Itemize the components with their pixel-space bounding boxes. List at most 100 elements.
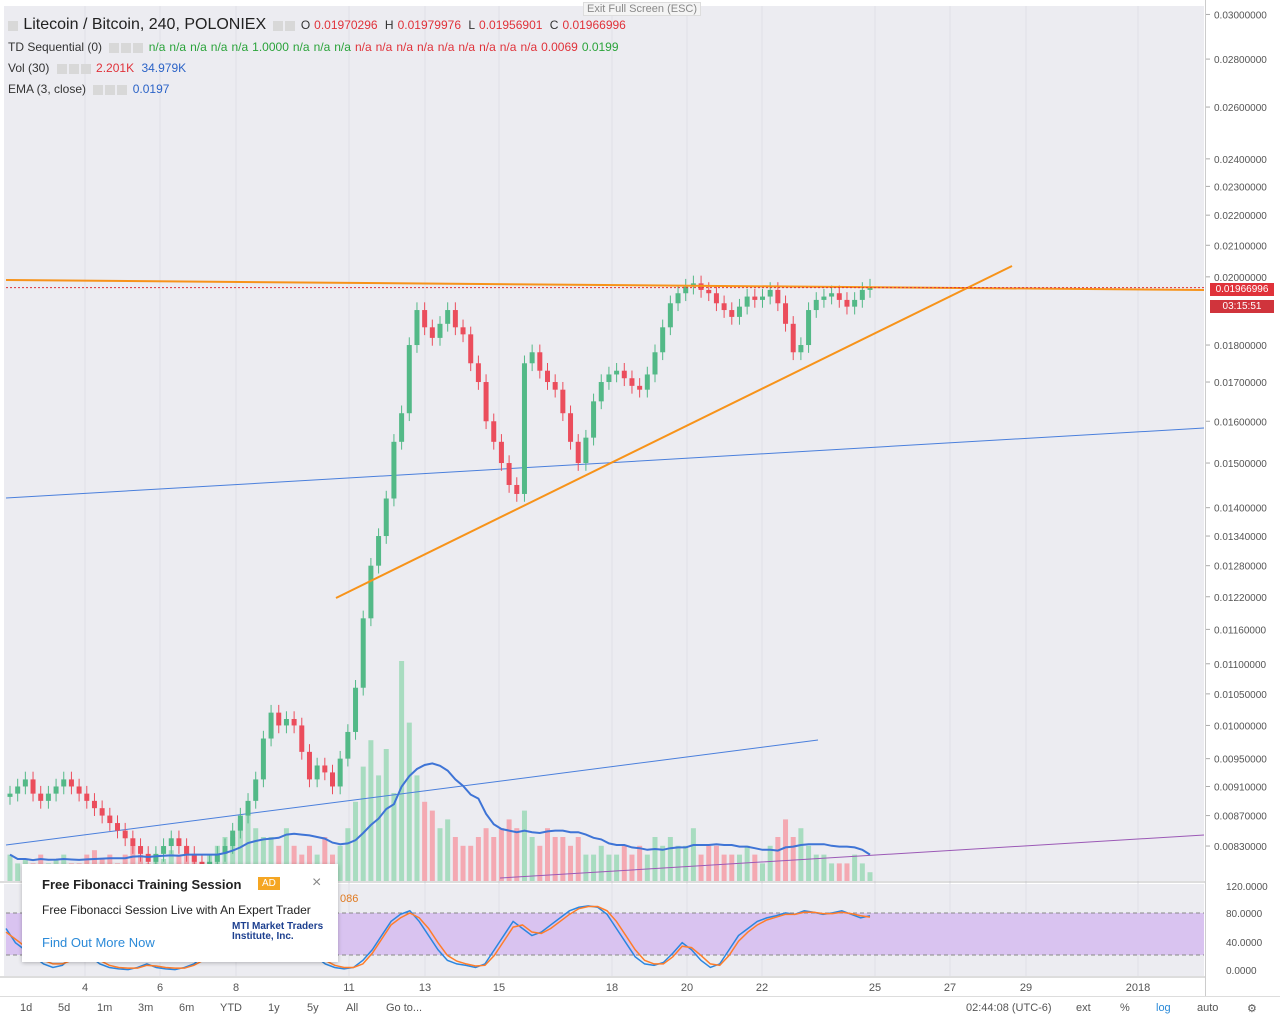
volume-bar xyxy=(568,845,574,881)
candle-body xyxy=(545,370,550,383)
candle-body xyxy=(713,293,719,304)
volume-bar xyxy=(721,854,727,881)
range-6m[interactable]: 6m xyxy=(179,1002,195,1014)
auto-toggle[interactable]: auto xyxy=(1197,1002,1219,1014)
vol-ma-value: 34.979K xyxy=(141,61,187,75)
exit-fullscreen-button[interactable]: Exit Full Screen (ESC) xyxy=(583,2,702,16)
volume-bar xyxy=(621,845,627,881)
volume-bar xyxy=(422,801,428,881)
candle-body xyxy=(299,725,305,752)
stoch-value: 086 xyxy=(340,893,359,905)
volume-bar xyxy=(629,854,635,881)
td-value: 0.0199 xyxy=(581,40,619,54)
price-axis-label: 0.01160000 xyxy=(1214,625,1267,636)
range-5d[interactable]: 5d xyxy=(58,1002,71,1014)
time-axis-label: 2018 xyxy=(1126,982,1150,994)
candle-body xyxy=(68,779,74,787)
volume-bar xyxy=(598,845,604,881)
close-icon[interactable] xyxy=(80,63,91,74)
td-value: n/a xyxy=(499,40,517,54)
candle-body xyxy=(306,751,312,780)
candle-body xyxy=(406,345,412,414)
price-chart[interactable]: 4 6 8 11 13 15 18 20 22 25 27 29 2018 xyxy=(0,0,1205,996)
gear-icon[interactable]: ⚙ xyxy=(1247,1003,1257,1015)
candle-body xyxy=(614,370,620,375)
candle-body xyxy=(836,293,842,300)
range-1d[interactable]: 1d xyxy=(20,1002,33,1014)
price-axis[interactable]: 0.03000000 0.02800000 0.02600000 0.02400000… xyxy=(1205,0,1280,996)
volume-bar xyxy=(521,810,527,881)
settings-icon[interactable] xyxy=(273,20,284,31)
goto-button[interactable]: Go to... xyxy=(386,1002,423,1014)
close-icon[interactable] xyxy=(117,84,128,95)
volume-legend: Vol (30) 2.201K 34.979K xyxy=(8,61,190,75)
volume-bar xyxy=(460,845,466,881)
candle-body xyxy=(506,463,512,485)
volume-bar xyxy=(399,661,405,881)
price-axis-label: 0.01700000 xyxy=(1214,378,1267,389)
candle-body xyxy=(867,286,873,290)
ad-badge: AD xyxy=(258,877,280,890)
candle-body xyxy=(15,786,21,794)
candle-body xyxy=(591,401,597,438)
clock-time[interactable]: 02:44:08 (UTC-6) xyxy=(966,1002,1052,1014)
candle-body xyxy=(376,536,382,566)
settings-icon[interactable] xyxy=(109,42,120,53)
volume-bar xyxy=(537,845,543,881)
volume-bar xyxy=(406,722,412,881)
td-value: n/a xyxy=(231,40,249,54)
range-1y[interactable]: 1y xyxy=(268,1002,280,1014)
candle-body xyxy=(621,370,627,379)
settings-icon[interactable] xyxy=(56,63,67,74)
collapse-icon[interactable] xyxy=(8,20,18,31)
td-value: n/a xyxy=(437,40,455,54)
volume-bar xyxy=(844,863,850,881)
range-5y[interactable]: 5y xyxy=(307,1002,319,1014)
candle-body xyxy=(414,310,420,346)
ad-link[interactable]: Find Out More Now xyxy=(42,935,155,950)
volume-bar xyxy=(575,837,581,881)
visibility-icon[interactable] xyxy=(105,84,116,95)
candle-body xyxy=(330,772,335,787)
range-ytd[interactable]: YTD xyxy=(220,1002,242,1014)
visibility-icon[interactable] xyxy=(121,42,132,53)
candle-body xyxy=(176,838,182,847)
candle-body xyxy=(45,793,51,801)
volume-bar xyxy=(514,828,520,881)
td-value: n/a xyxy=(313,40,331,54)
volume-bar xyxy=(368,740,374,881)
time-axis-label: 20 xyxy=(681,982,693,994)
candle-body xyxy=(475,363,481,383)
candle-body xyxy=(360,618,366,688)
range-3m[interactable]: 3m xyxy=(138,1002,154,1014)
volume-bar xyxy=(821,854,827,881)
osc-axis-label: 120.0000 xyxy=(1226,882,1268,893)
price-axis-label: 0.02200000 xyxy=(1214,211,1267,222)
close-icon[interactable] xyxy=(133,42,144,53)
td-value: n/a xyxy=(396,40,413,54)
current-price-tag: 0.01966996 xyxy=(1210,283,1274,296)
percent-toggle[interactable]: % xyxy=(1120,1002,1130,1014)
range-all[interactable]: All xyxy=(346,1002,359,1014)
price-axis-label: 0.02100000 xyxy=(1214,241,1267,252)
close-icon[interactable]: × xyxy=(312,874,322,891)
visibility-icon[interactable] xyxy=(285,20,296,31)
visibility-icon[interactable] xyxy=(68,63,79,74)
time-axis-label: 25 xyxy=(869,982,881,994)
volume-bar xyxy=(276,845,282,881)
volume-bar xyxy=(698,854,704,881)
candle-body xyxy=(460,327,466,335)
volume-bar xyxy=(637,845,643,881)
candle-body xyxy=(230,830,236,847)
candle-body xyxy=(683,286,689,294)
range-1m[interactable]: 1m xyxy=(97,1002,113,1014)
log-toggle[interactable]: log xyxy=(1156,1002,1171,1014)
candle-body xyxy=(99,808,105,816)
ad-panel[interactable]: Free Fibonacci Training Session AD × Fre… xyxy=(22,864,338,962)
candle-body xyxy=(852,299,858,307)
ext-toggle[interactable]: ext xyxy=(1076,1002,1091,1014)
settings-icon[interactable] xyxy=(93,84,104,95)
candle-body xyxy=(529,352,535,364)
candle-body xyxy=(245,800,251,816)
candle-body xyxy=(790,323,796,353)
